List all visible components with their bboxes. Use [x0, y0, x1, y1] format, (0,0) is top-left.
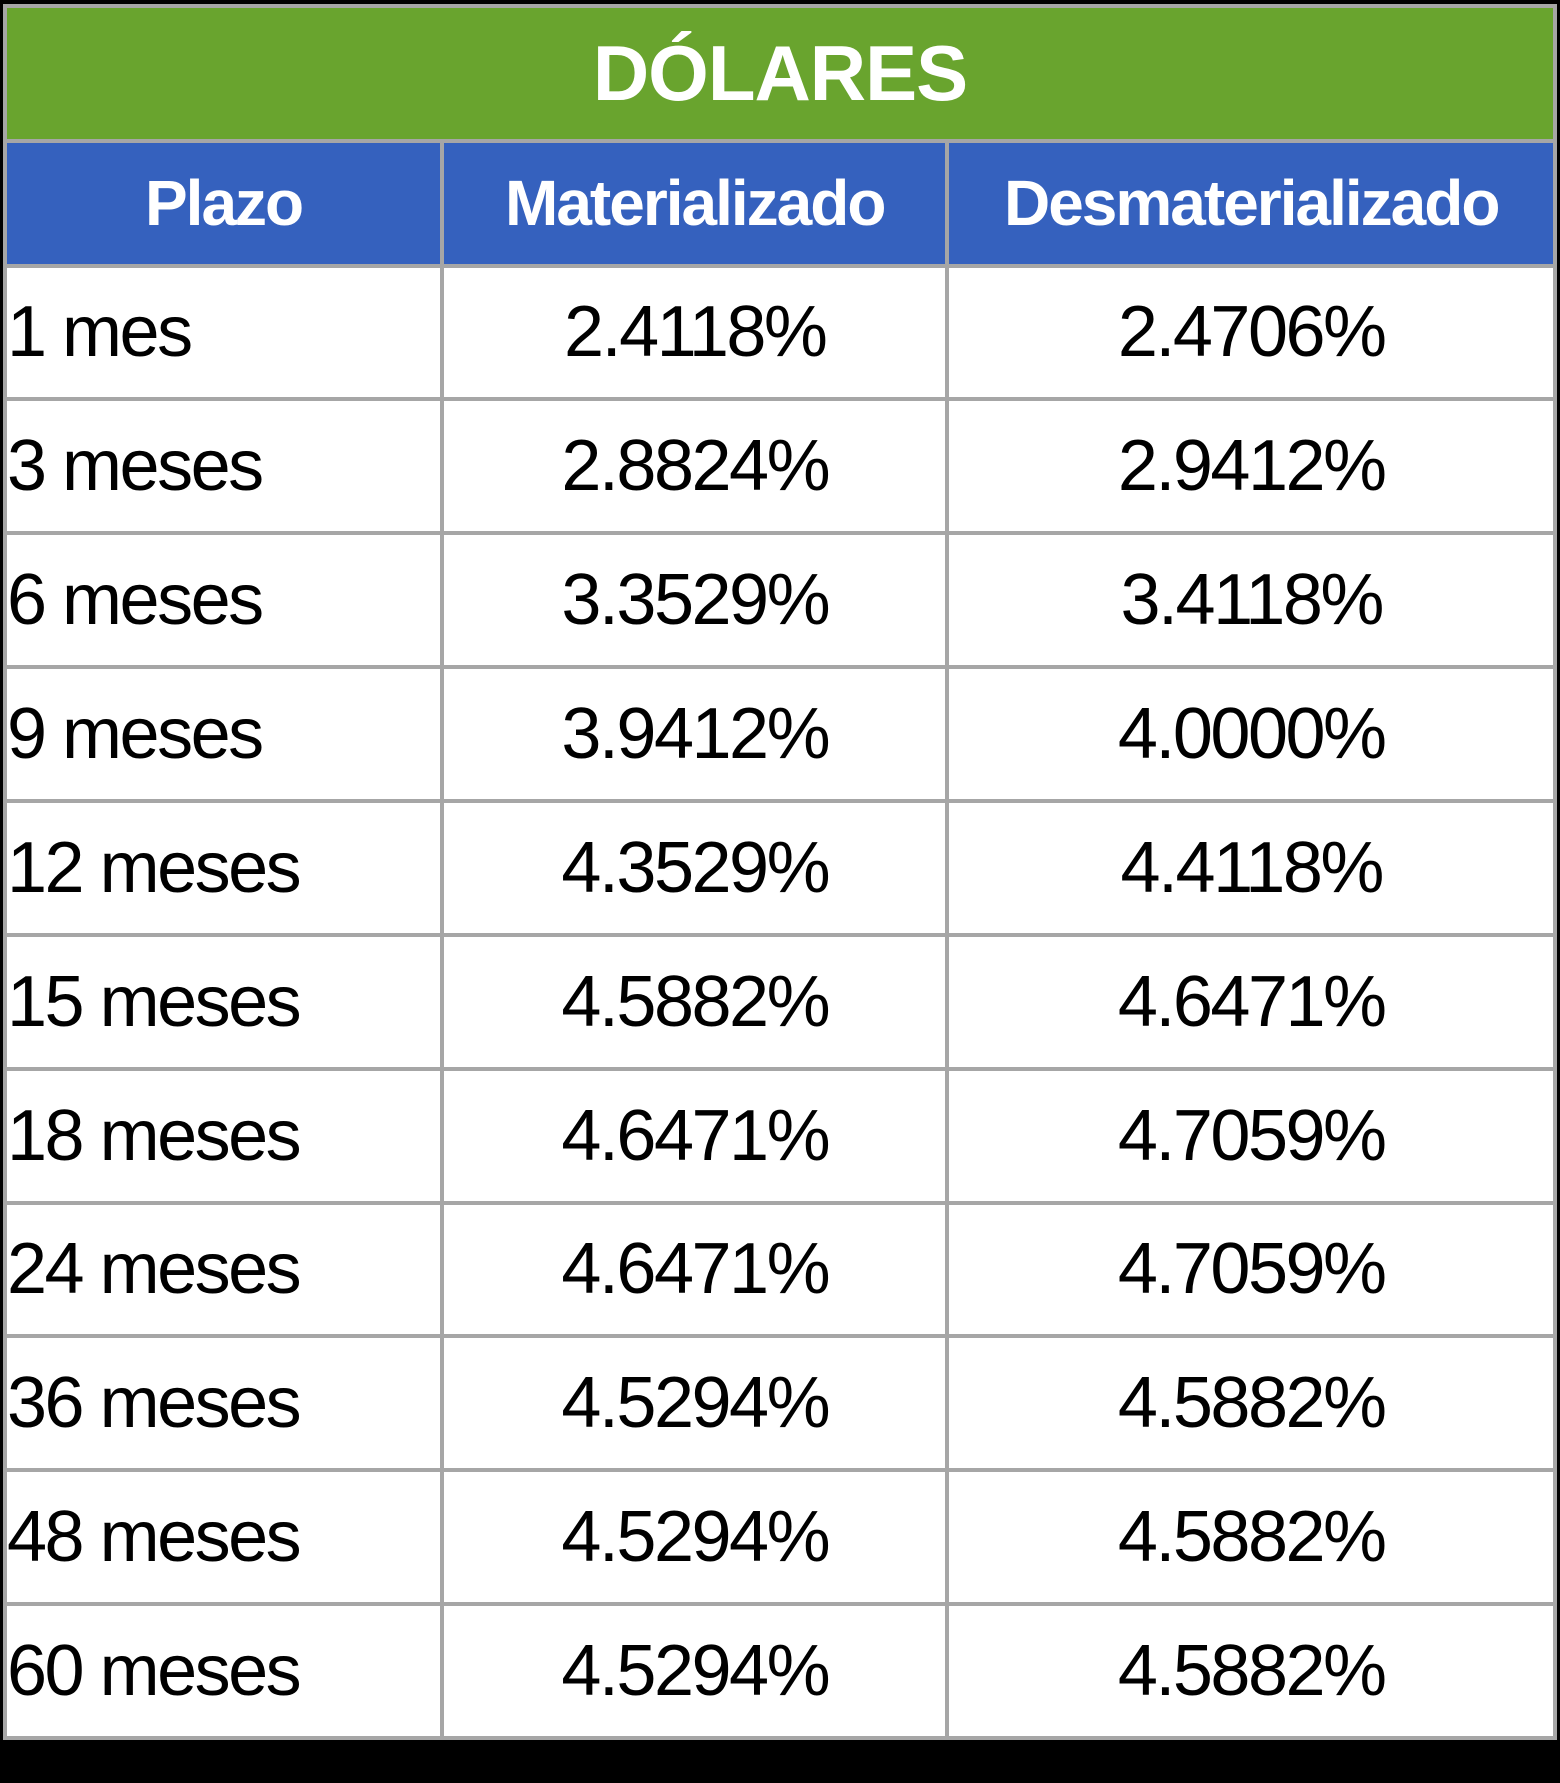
plazo-cell: 9 meses: [2, 665, 445, 803]
plazo-cell: 12 meses: [2, 798, 445, 937]
desmaterializado-cell: 4.6471%: [945, 932, 1557, 1071]
column-header-desmaterializado: Desmaterializado: [945, 138, 1557, 268]
table-row: 9 meses 3.9412% 4.0000%: [2, 665, 1557, 803]
table-row: 48 meses 4.5294% 4.5882%: [2, 1468, 1557, 1607]
materializado-cell: 4.5882%: [440, 932, 950, 1071]
desmaterializado-cell: 4.0000%: [945, 665, 1557, 803]
materializado-cell: 4.6471%: [440, 1200, 950, 1339]
title-row: DÓLARES: [3, 4, 1557, 143]
plazo-cell: 48 meses: [2, 1468, 445, 1607]
materializado-cell: 4.5294%: [440, 1468, 950, 1607]
materializado-cell: 4.3529%: [440, 798, 950, 937]
table-row: 24 meses 4.6471% 4.7059%: [2, 1200, 1557, 1339]
desmaterializado-cell: 4.4118%: [945, 798, 1557, 937]
desmaterializado-cell: 4.5882%: [945, 1602, 1557, 1740]
desmaterializado-cell: 3.4118%: [945, 531, 1557, 670]
column-header-plazo: Plazo: [2, 138, 445, 268]
plazo-cell: 60 meses: [2, 1602, 445, 1740]
plazo-cell: 1 mes: [2, 263, 445, 402]
table-row: 36 meses 4.5294% 4.5882%: [2, 1334, 1557, 1473]
plazo-cell: 3 meses: [2, 397, 445, 536]
plazo-cell: 36 meses: [2, 1334, 445, 1473]
desmaterializado-cell: 2.4706%: [945, 263, 1557, 402]
column-header-materializado: Materializado: [440, 138, 950, 268]
table-row: 18 meses 4.6471% 4.7059%: [2, 1066, 1557, 1205]
desmaterializado-cell: 4.7059%: [945, 1200, 1557, 1339]
plazo-cell: 6 meses: [2, 531, 445, 670]
table-row: 3 meses 2.8824% 2.9412%: [2, 397, 1557, 536]
materializado-cell: 2.8824%: [440, 397, 950, 536]
plazo-cell: 24 meses: [2, 1200, 445, 1339]
table-row: 12 meses 4.3529% 4.4118%: [2, 798, 1557, 937]
materializado-cell: 2.4118%: [440, 263, 950, 402]
table-row: 6 meses 3.3529% 3.4118%: [2, 531, 1557, 670]
column-header-row: Plazo Materializado Desmaterializado: [2, 138, 1557, 268]
table-row: 60 meses 4.5294% 4.5882%: [2, 1602, 1557, 1740]
materializado-cell: 4.6471%: [440, 1066, 950, 1205]
table-title: DÓLARES: [3, 4, 1557, 143]
plazo-cell: 15 meses: [2, 932, 445, 1071]
desmaterializado-cell: 4.5882%: [945, 1468, 1557, 1607]
materializado-cell: 4.5294%: [440, 1334, 950, 1473]
desmaterializado-cell: 4.7059%: [945, 1066, 1557, 1205]
materializado-cell: 4.5294%: [440, 1602, 950, 1740]
table-row: 15 meses 4.5882% 4.6471%: [2, 932, 1557, 1071]
dolares-rates-table: DÓLARES Plazo Materializado Desmateriali…: [2, 4, 1557, 1740]
desmaterializado-cell: 4.5882%: [945, 1334, 1557, 1473]
table-row: 1 mes 2.4118% 2.4706%: [2, 263, 1557, 402]
materializado-cell: 3.9412%: [440, 665, 950, 803]
desmaterializado-cell: 2.9412%: [945, 397, 1557, 536]
materializado-cell: 3.3529%: [440, 531, 950, 670]
plazo-cell: 18 meses: [2, 1066, 445, 1205]
